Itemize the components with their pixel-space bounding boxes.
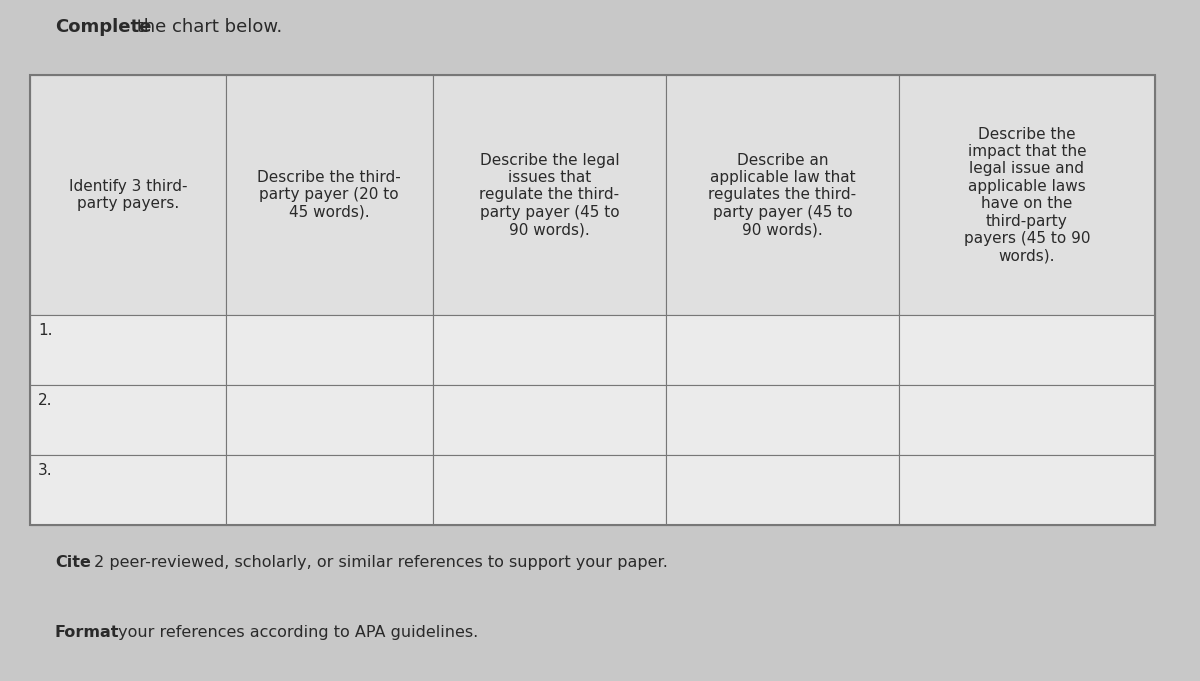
Bar	[30, 75, 1154, 525]
Text: 1.: 1.	[38, 323, 53, 338]
Text: 2.: 2.	[38, 393, 53, 408]
Bar	[433, 455, 666, 525]
Bar	[226, 315, 433, 385]
Text: 3.: 3.	[38, 463, 53, 478]
Bar	[30, 315, 226, 385]
Text: Cite: Cite	[55, 555, 91, 570]
Text: 2 peer-reviewed, scholarly, or similar references to support your paper.: 2 peer-reviewed, scholarly, or similar r…	[89, 555, 668, 570]
Bar	[433, 315, 666, 385]
Text: Format: Format	[55, 625, 120, 640]
Text: Complete: Complete	[55, 18, 151, 36]
Bar	[899, 455, 1154, 525]
Bar	[226, 455, 433, 525]
Bar	[433, 385, 666, 455]
Text: Describe the third-
party payer (20 to
45 words).: Describe the third- party payer (20 to 4…	[258, 170, 401, 220]
Bar	[666, 385, 899, 455]
Text: Identify 3 third-
party payers.: Identify 3 third- party payers.	[68, 179, 187, 211]
Text: Describe the legal
issues that
regulate the third-
party payer (45 to
90 words).: Describe the legal issues that regulate …	[479, 153, 619, 237]
Bar	[899, 75, 1154, 315]
Bar	[666, 455, 899, 525]
Bar	[899, 315, 1154, 385]
Text: your references according to APA guidelines.: your references according to APA guideli…	[113, 625, 479, 640]
Bar	[226, 385, 433, 455]
Bar	[899, 385, 1154, 455]
Bar	[666, 75, 899, 315]
Bar	[30, 75, 226, 315]
Text: Describe an
applicable law that
regulates the third-
party payer (45 to
90 words: Describe an applicable law that regulate…	[708, 153, 857, 237]
Bar	[30, 455, 226, 525]
Bar	[30, 385, 226, 455]
Bar	[433, 75, 666, 315]
Text: the chart below.: the chart below.	[131, 18, 282, 36]
Bar	[666, 315, 899, 385]
Bar	[226, 75, 433, 315]
Text: Describe the
impact that the
legal issue and
applicable laws
have on the
third-p: Describe the impact that the legal issue…	[964, 127, 1090, 264]
